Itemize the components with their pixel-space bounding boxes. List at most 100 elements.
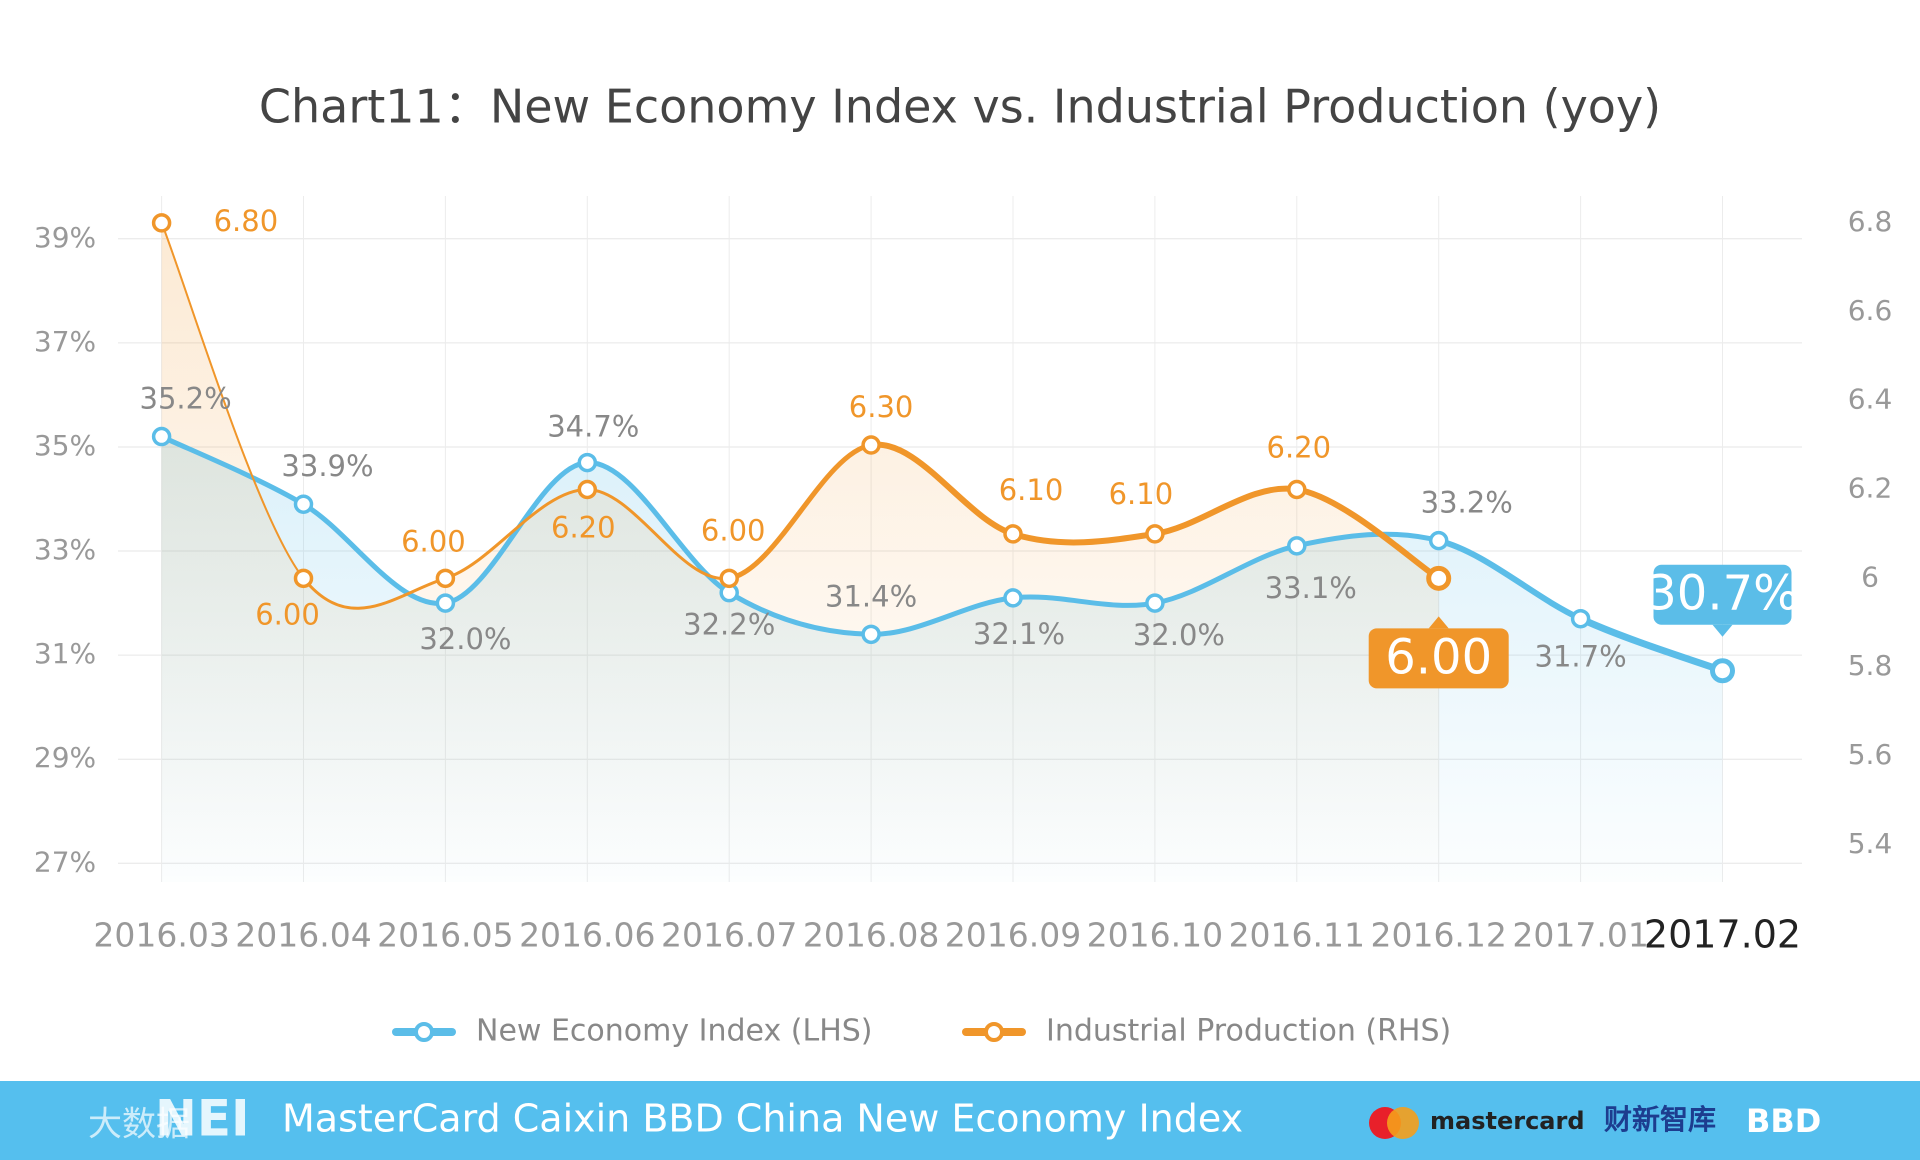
callout-label: 30.7%: [1646, 566, 1798, 622]
footer-logo: mastercard: [1430, 1107, 1585, 1135]
x-tick-label: 2017.02: [1644, 913, 1801, 957]
point: [1287, 479, 1307, 500]
point: [1003, 524, 1023, 544]
line-segment: [1152, 543, 1300, 606]
callout-box: [1653, 564, 1792, 625]
data-label: 32.1%: [973, 617, 1065, 651]
data-label: 6.00: [701, 513, 766, 547]
point: [577, 452, 598, 473]
legend-marker: [414, 1022, 434, 1042]
x-tick-label: 2016.11: [1229, 916, 1365, 955]
data-label: 6.20: [551, 510, 616, 544]
point: [861, 624, 881, 645]
line-segment: [1294, 531, 1442, 549]
data-label: 34.7%: [547, 410, 639, 444]
data-label: 6.00: [255, 597, 320, 631]
point: [151, 426, 172, 447]
data-label: 6.10: [999, 473, 1064, 507]
line-segment: [868, 441, 1016, 537]
point: [1570, 608, 1591, 629]
footer-text: MasterCard Caixin BBD China New Economy …: [282, 1097, 1243, 1141]
y2-tick-label: 6.8: [1848, 205, 1893, 238]
line-segment: [301, 501, 448, 606]
y2-tick-label: 6.2: [1848, 471, 1893, 504]
y-tick-label: 27%: [34, 845, 96, 878]
area: [161, 222, 1439, 882]
line-segment: [1151, 485, 1300, 537]
data-label: 6.30: [849, 390, 914, 424]
callout-label: 6.00: [1385, 629, 1492, 685]
legend-label: Industrial Production (RHS): [1046, 1014, 1451, 1049]
data-label: 6.10: [1109, 477, 1174, 511]
y-tick-label: 29%: [34, 741, 96, 774]
line-segment: [1435, 537, 1584, 622]
x-tick-label: 2016.09: [945, 916, 1081, 955]
data-label: 31.4%: [825, 579, 917, 613]
data-label: 31.7%: [1535, 640, 1627, 674]
point: [861, 435, 881, 455]
point: [719, 568, 739, 589]
line-segment: [159, 434, 306, 507]
callout-pointer: [1712, 624, 1733, 637]
y2-tick-label: 6.4: [1848, 383, 1893, 416]
data-label: 32.2%: [683, 608, 775, 642]
point: [1145, 593, 1165, 613]
y-tick-label: 39%: [34, 221, 96, 254]
point: [1003, 588, 1023, 608]
y-tick-label: 31%: [34, 637, 96, 670]
y2-tick-label: 5.8: [1848, 649, 1893, 682]
x-tick-label: 2016.07: [661, 916, 797, 955]
x-tick-label: 2016.05: [377, 916, 513, 955]
y2-tick-label: 5.4: [1848, 827, 1893, 860]
x-tick-label: 2016.12: [1370, 916, 1506, 955]
line-segment: [1010, 594, 1158, 608]
line-segment: [726, 590, 874, 637]
line-segment: [585, 487, 731, 580]
legend-label: New Economy Index (LHS): [476, 1014, 873, 1049]
point: [1145, 524, 1165, 544]
point: [435, 568, 456, 589]
x-tick-label: 2017.01: [1512, 916, 1648, 955]
data-label: 33.9%: [281, 449, 373, 483]
callout-box: [1368, 628, 1509, 689]
y2-tick-label: 6: [1861, 560, 1879, 593]
point: [1428, 530, 1449, 551]
y-tick-label: 35%: [34, 429, 96, 462]
point: [1287, 536, 1307, 556]
line-segment: [726, 442, 874, 581]
data-label: 6.80: [214, 204, 279, 238]
point: [293, 568, 314, 589]
legend-marker: [984, 1022, 1004, 1042]
y2-tick-label: 5.6: [1848, 738, 1893, 771]
chart-title: Chart11：New Economy Index vs. Industrial…: [259, 80, 1661, 134]
footer-logo: BBD: [1746, 1102, 1821, 1140]
x-tick-label: 2016.04: [235, 916, 371, 955]
footer-logo: NEI: [155, 1090, 250, 1148]
line-segment: [443, 487, 589, 580]
line-segment: [1010, 530, 1158, 546]
callout-pointer: [1428, 616, 1449, 629]
point: [1426, 565, 1452, 591]
point: [1710, 658, 1735, 684]
y2-tick-label: 6.6: [1848, 294, 1893, 327]
line-segment: [302, 576, 447, 610]
data-label: 33.1%: [1265, 571, 1357, 605]
point: [435, 593, 456, 613]
footer-logo: 大数据: [88, 1105, 190, 1145]
mastercard-logo: [1387, 1107, 1419, 1139]
point: [151, 213, 172, 233]
y-tick-label: 37%: [34, 325, 96, 358]
data-label: 6.20: [1267, 430, 1332, 464]
data-label: 35.2%: [140, 382, 232, 416]
data-label: 33.2%: [1421, 486, 1513, 520]
x-tick-label: 2016.08: [803, 916, 939, 955]
line-segment: [160, 221, 305, 580]
line-segment: [868, 595, 1016, 637]
data-label: 32.0%: [419, 622, 511, 656]
footer-band: [0, 1081, 1920, 1160]
data-label: 32.0%: [1133, 618, 1225, 652]
data-label: 6.00: [401, 524, 466, 558]
y-tick-label: 33%: [34, 533, 96, 566]
line-segment: [584, 460, 732, 596]
